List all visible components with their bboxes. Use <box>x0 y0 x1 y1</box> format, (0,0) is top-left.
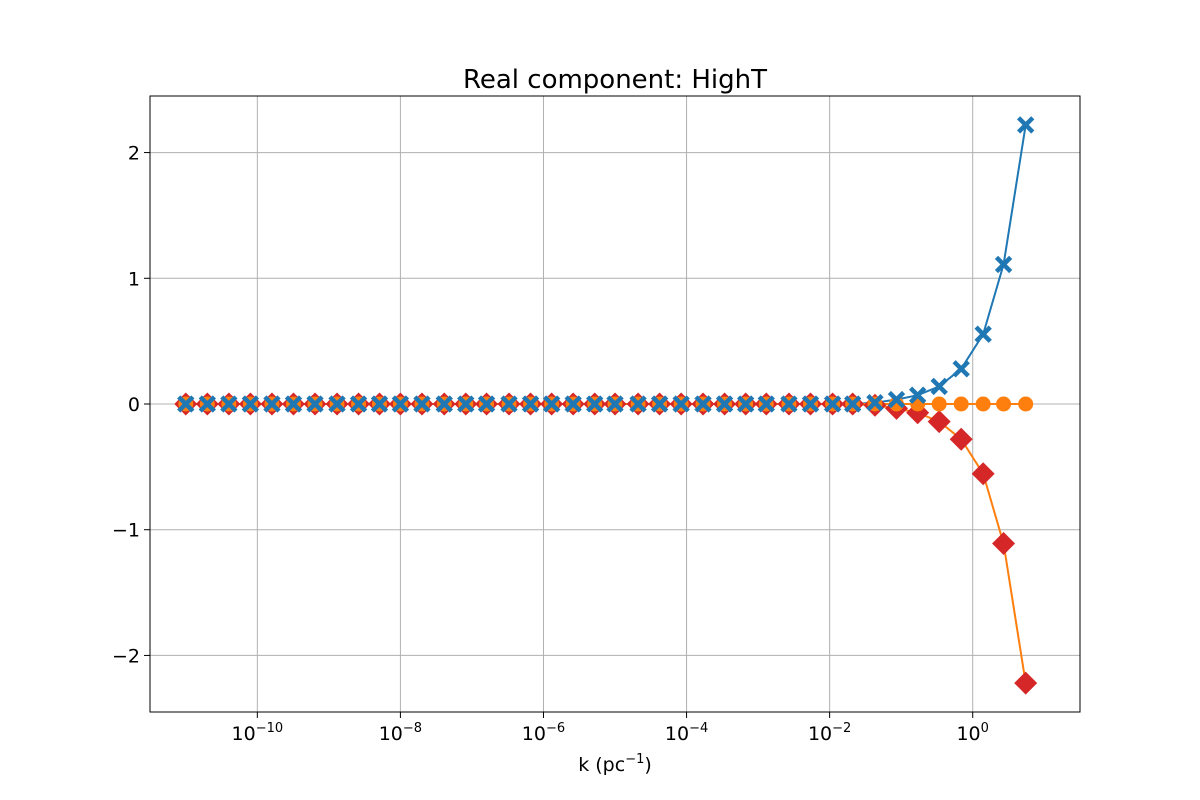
x-tick-label: 10−6 <box>522 721 565 745</box>
series-2-point <box>931 396 947 412</box>
x-tick-exponent: −2 <box>832 721 851 736</box>
series-1-point <box>715 395 734 413</box>
series-1-point <box>736 395 755 413</box>
series-1-point <box>391 395 410 413</box>
series-1-point <box>435 395 453 413</box>
x-tick-base: 10 <box>522 723 546 745</box>
series-markers <box>174 116 1038 695</box>
series-1-point <box>974 325 992 343</box>
series-1-point <box>542 395 561 413</box>
series-1-point <box>887 390 906 409</box>
x-tick-label: 10−8 <box>379 721 422 745</box>
series-1-point <box>284 395 303 413</box>
series-1-point <box>952 360 970 378</box>
series-1-point <box>457 395 475 413</box>
series-1-point <box>328 395 346 413</box>
series-2-point <box>996 396 1012 412</box>
series-1-point <box>650 395 669 413</box>
series-1-point <box>241 395 260 413</box>
series-1-point <box>521 395 540 413</box>
series-3-point <box>971 462 995 486</box>
series-1-point <box>306 395 324 413</box>
series-1-point <box>220 395 238 413</box>
x-tick-exponent: −6 <box>546 721 565 736</box>
x-tick-exponent: −4 <box>689 721 708 736</box>
series-1-point <box>177 395 195 413</box>
x-tick-label: 10−10 <box>232 721 284 745</box>
series-1-point <box>370 395 389 413</box>
x-axis-label-sup: −1 <box>625 752 644 767</box>
series-3-point <box>1014 671 1038 695</box>
series-1-point <box>994 255 1013 274</box>
series-1-point <box>606 395 624 413</box>
series-1-point <box>263 395 281 413</box>
y-tick-label: −1 <box>112 520 140 542</box>
series-1-point <box>844 395 862 413</box>
series-2-point <box>1018 396 1034 412</box>
series-1-point <box>866 394 884 412</box>
series-1-point <box>672 395 690 413</box>
series-1-point <box>694 395 712 413</box>
series-3-point <box>949 427 973 451</box>
series-1-point <box>198 395 217 413</box>
x-axis-label-main: k (pc <box>578 754 625 776</box>
x-tick-base: 10 <box>665 723 689 745</box>
series-2-point <box>953 396 969 412</box>
x-tick-label: 10−2 <box>808 721 851 745</box>
series-1-point <box>477 395 496 413</box>
x-tick-base: 10 <box>956 723 980 745</box>
series-1-point <box>780 395 798 413</box>
y-tick-label: 2 <box>128 143 140 165</box>
x-tick-exponent: −10 <box>256 721 283 736</box>
x-tick-exponent: −8 <box>403 721 422 736</box>
y-axis-ticks: −2 −1 0 1 2 <box>112 143 150 667</box>
series-1-point <box>930 377 948 396</box>
x-axis-label: k (pc−1) <box>578 752 652 776</box>
y-tick-label: 0 <box>128 394 140 416</box>
series-1-point <box>1016 116 1035 134</box>
y-tick-label: −2 <box>112 645 140 667</box>
series-2-point <box>975 396 991 412</box>
x-tick-label: 100 <box>956 721 988 745</box>
series-1-point <box>349 395 368 413</box>
series-1-point <box>413 395 431 413</box>
series-3-point <box>927 410 951 434</box>
x-tick-base: 10 <box>232 723 256 745</box>
x-tick-exponent: 0 <box>981 721 989 736</box>
series-3-point <box>992 532 1016 556</box>
series-1-point <box>757 395 775 413</box>
x-tick-base: 10 <box>808 723 832 745</box>
series-1-point <box>564 395 582 413</box>
series-1-point <box>500 395 518 413</box>
chart-title: Real component: HighT <box>463 65 767 95</box>
series-1-point <box>586 395 604 413</box>
series-1-point <box>823 395 842 413</box>
series-1-point <box>908 386 927 404</box>
series-1-point <box>801 395 820 413</box>
x-tick-label: 10−4 <box>665 721 708 745</box>
series-1-point <box>629 395 647 413</box>
y-tick-label: 1 <box>128 268 140 290</box>
x-tick-base: 10 <box>379 723 403 745</box>
x-axis-label-tail: ) <box>644 754 651 776</box>
x-axis-ticks: 10−10 10−8 10−6 10−4 10−2 100 <box>232 712 989 745</box>
